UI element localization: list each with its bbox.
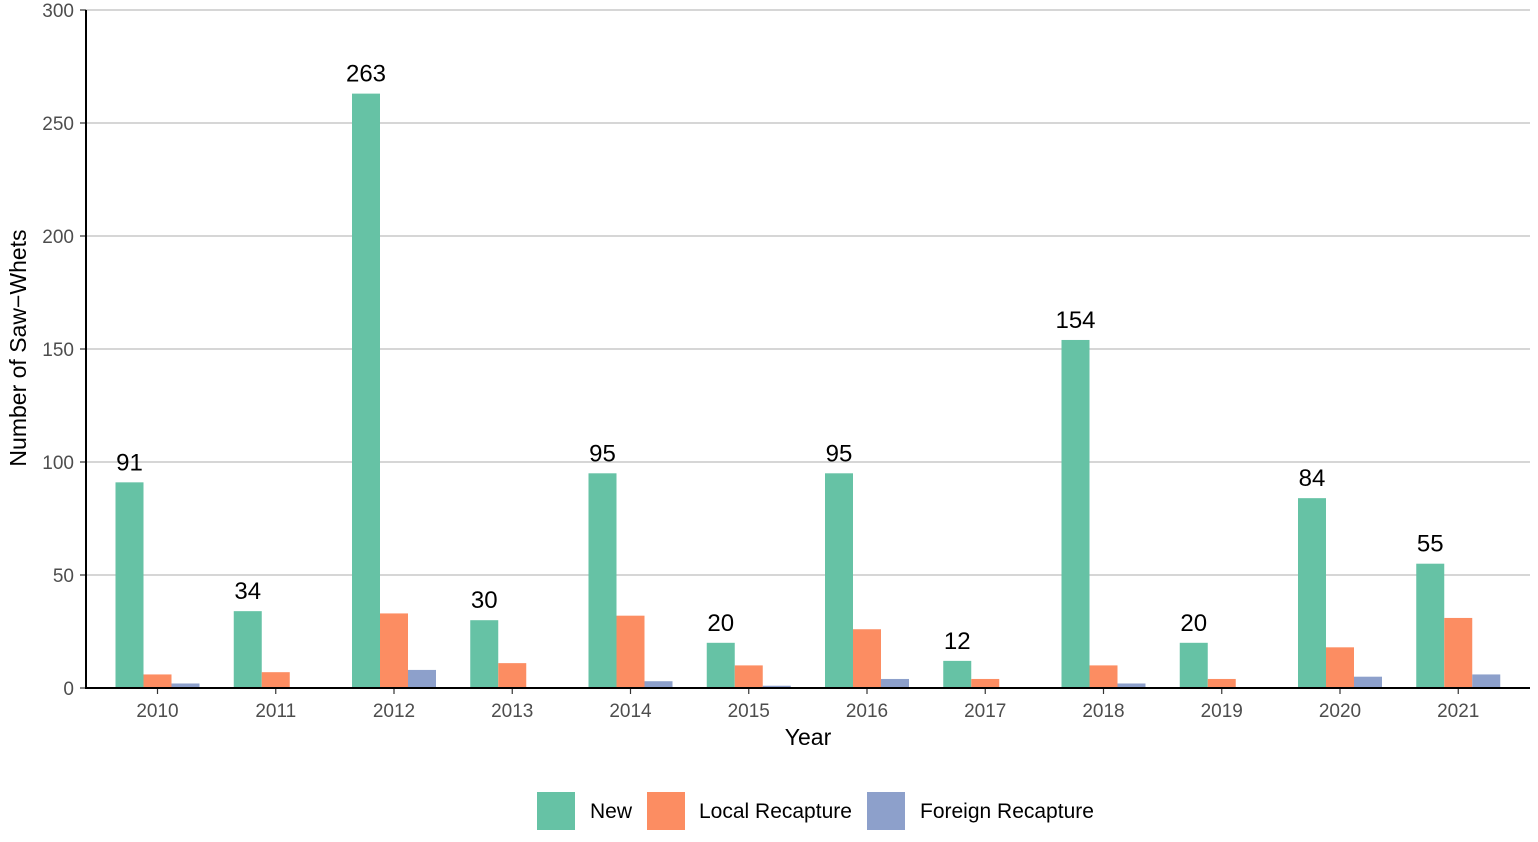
data-label: 91 [116, 449, 143, 476]
bar-new [1416, 563, 1445, 688]
y-tick-label: 150 [42, 340, 74, 361]
bar-new [943, 660, 972, 688]
data-label: 12 [944, 628, 971, 655]
bar-new [588, 473, 617, 688]
x-tick-label: 2020 [1319, 701, 1361, 722]
data-labels: 91 34 263 30 95 20 95 12 154 20 84 55 [116, 61, 1443, 655]
bar-local-recapture [1326, 647, 1354, 688]
data-label: 20 [1180, 610, 1207, 637]
x-tick-label: 2015 [728, 701, 770, 722]
y-tick-label: 50 [53, 566, 74, 587]
x-tick-label: 2010 [136, 701, 178, 722]
bar-local-recapture [853, 629, 881, 688]
y-tick-label: 300 [42, 1, 74, 22]
gridlines [86, 9, 1530, 576]
x-tick-label: 2021 [1437, 701, 1479, 722]
bar-foreign-recapture [762, 685, 791, 688]
bar-new [1179, 642, 1208, 688]
y-tick-label: 0 [63, 679, 74, 700]
bar-foreign-recapture [644, 681, 673, 688]
bar-local-recapture [734, 665, 763, 688]
x-tick-label: 2019 [1201, 701, 1243, 722]
bar-foreign-recapture [881, 678, 909, 688]
x-tick-label: 2014 [609, 701, 652, 722]
bar-local-recapture [1089, 665, 1118, 688]
legend-swatch [537, 792, 575, 830]
bar-foreign-recapture [1354, 676, 1382, 688]
y-tick-label: 250 [42, 114, 74, 135]
x-tick-label: 2016 [846, 701, 888, 722]
x-tick-label: 2018 [1082, 701, 1124, 722]
bar-foreign-recapture [171, 683, 200, 688]
legend: New Local Recapture Foreign Recapture [537, 792, 1094, 830]
bar-new [352, 93, 380, 689]
data-label: 263 [346, 61, 386, 88]
x-axis-title: Year [785, 724, 832, 750]
legend-item: New [537, 792, 633, 830]
legend-label: Foreign Recapture [920, 800, 1094, 823]
bar-local-recapture [143, 674, 172, 688]
data-label: 34 [234, 578, 261, 605]
bar-local-recapture [498, 663, 527, 688]
data-label: 55 [1417, 531, 1444, 558]
bar-foreign-recapture [1472, 674, 1501, 688]
bar-local-recapture [1207, 678, 1236, 688]
bars [115, 93, 1501, 689]
bar-new [115, 482, 144, 688]
y-tick-label: 200 [42, 227, 74, 248]
bar-new [233, 611, 262, 688]
x-tick-label: 2012 [373, 701, 415, 722]
bar-local-recapture [380, 613, 408, 688]
legend-swatch [647, 792, 685, 830]
bar-foreign-recapture [408, 669, 436, 688]
bar-new [706, 642, 735, 688]
x-tick-label: 2017 [964, 701, 1006, 722]
data-label: 84 [1299, 465, 1326, 492]
data-label: 20 [707, 610, 734, 637]
legend-swatch [867, 792, 905, 830]
legend-item: Local Recapture [647, 792, 852, 830]
bar-local-recapture [1444, 617, 1473, 688]
data-label: 154 [1055, 307, 1095, 334]
bar-new [825, 473, 853, 688]
bar-new [1061, 339, 1090, 688]
bar-local-recapture [971, 678, 1000, 688]
legend-label: New [590, 800, 633, 823]
y-axis-title: Number of Saw−Whets [5, 229, 31, 466]
bar-local-recapture [616, 615, 645, 688]
data-label: 30 [471, 587, 498, 614]
bar-local-recapture [261, 672, 290, 688]
x-tick-label: 2011 [255, 701, 296, 722]
bar-foreign-recapture [1117, 683, 1146, 688]
data-label: 95 [589, 440, 616, 467]
legend-item: Foreign Recapture [867, 792, 1094, 830]
data-label: 95 [826, 440, 853, 467]
bar-new [470, 620, 499, 688]
x-tick-label: 2013 [491, 701, 533, 722]
bar-new [1298, 498, 1326, 688]
y-tick-label: 100 [42, 453, 74, 474]
legend-label: Local Recapture [699, 800, 852, 823]
